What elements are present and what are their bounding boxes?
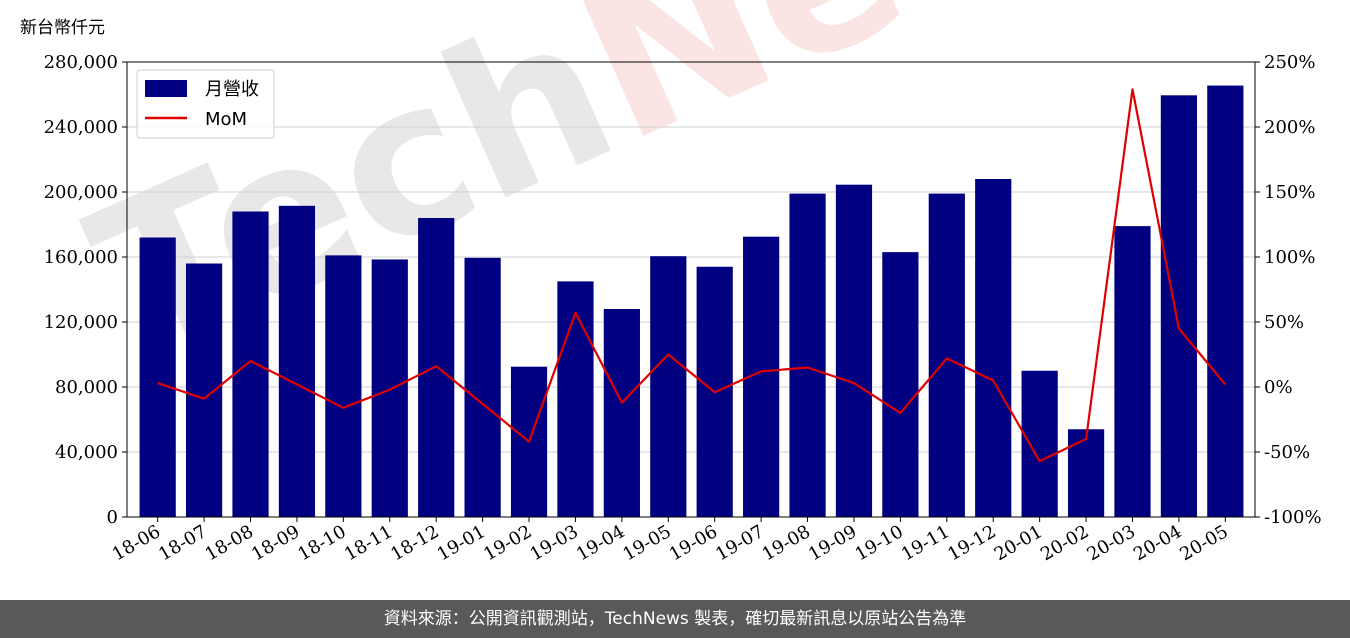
left-tick-label: 160,000 [44, 247, 118, 268]
bar-20-03 [1114, 226, 1151, 517]
bar-19-04 [603, 309, 640, 517]
mom-line [157, 88, 1227, 463]
watermark-part-news: News [546, 0, 1228, 189]
left-tick-label: 40,000 [55, 442, 118, 463]
right-tick-label: 150% [1264, 182, 1315, 203]
legend-label-bar: 月營收 [205, 79, 259, 100]
x-tick-label: 19-02 [480, 521, 535, 565]
x-tick-label: 18-11 [341, 521, 396, 565]
x-tick-label: 20-05 [1176, 521, 1231, 565]
right-tick-label: -50% [1264, 442, 1310, 463]
source-footer: 資料來源：公開資訊觀測站，TechNews 製表，確切最新訊息以原站公告為準 [0, 600, 1350, 638]
bar-18-09 [278, 205, 316, 517]
x-tick-label: 19-12 [944, 521, 999, 565]
left-tick-label: 0 [107, 507, 118, 528]
x-tick-label: 18-08 [202, 521, 257, 565]
x-tick-label: 20-01 [991, 521, 1046, 565]
left-tick-label: 80,000 [55, 377, 118, 398]
left-tick-label: 200,000 [44, 182, 118, 203]
right-tick-label: 50% [1264, 312, 1304, 333]
bar-19-05 [650, 256, 687, 517]
left-tick-label: 120,000 [44, 312, 118, 333]
bar-20-02 [1067, 429, 1105, 517]
bar-19-10 [882, 252, 919, 517]
x-tick-label: 19-08 [759, 521, 814, 565]
bar-20-05 [1207, 85, 1244, 517]
x-tick-label: 19-09 [805, 521, 860, 565]
bar-20-04 [1160, 95, 1198, 517]
x-tick-label: 19-03 [527, 521, 582, 565]
bar-19-09 [835, 184, 873, 517]
bar-18-07 [185, 263, 223, 517]
x-tick-label: 18-07 [155, 521, 210, 565]
bar-19-01 [464, 257, 501, 517]
x-tick-label: 19-07 [712, 521, 767, 565]
mom-line-series [157, 88, 1227, 463]
x-tick-label: 18-10 [294, 521, 349, 565]
x-tick-label: 19-06 [666, 521, 721, 565]
x-tick-label: 19-01 [434, 521, 489, 565]
right-tick-label: 0% [1264, 377, 1293, 398]
right-tick-label: 200% [1264, 117, 1315, 138]
x-tick-label: 19-11 [898, 521, 953, 565]
bar-19-08 [789, 193, 826, 517]
x-tick-label: 18-12 [387, 521, 442, 565]
x-tick-label: 20-04 [1130, 521, 1185, 565]
bar-19-12 [975, 179, 1012, 517]
right-tick-label: 250% [1264, 52, 1315, 73]
x-tick-label: 18-09 [248, 521, 303, 565]
y-axis-label: 新台幣仟元 [20, 18, 105, 38]
bar-19-11 [928, 193, 965, 517]
x-tick-label: 19-05 [619, 521, 674, 565]
bar-19-03 [557, 281, 594, 517]
left-tick-label: 280,000 [44, 52, 118, 73]
legend: 月營收 MoM [136, 69, 275, 139]
revenue-chart: TechNews 040,00080,000120,000160,000200,… [20, 0, 1322, 565]
right-tick-label: 100% [1264, 247, 1315, 268]
bar-series [139, 85, 1244, 517]
x-tick-label: 19-04 [573, 521, 628, 565]
bar-18-11 [371, 259, 408, 517]
left-tick-label: 240,000 [44, 117, 118, 138]
legend-swatch-bar [145, 80, 187, 97]
bar-18-08 [232, 211, 269, 517]
x-tick-label: 19-10 [851, 521, 906, 565]
bar-20-01 [1021, 370, 1058, 517]
right-tick-label: -100% [1264, 507, 1322, 528]
bar-18-10 [325, 255, 362, 517]
x-tick-label: 20-03 [1084, 521, 1139, 565]
bar-18-06 [139, 237, 176, 517]
legend-label-line: MoM [205, 109, 247, 130]
plot-frame [126, 61, 1256, 518]
x-tick-label: 20-02 [1037, 521, 1092, 565]
